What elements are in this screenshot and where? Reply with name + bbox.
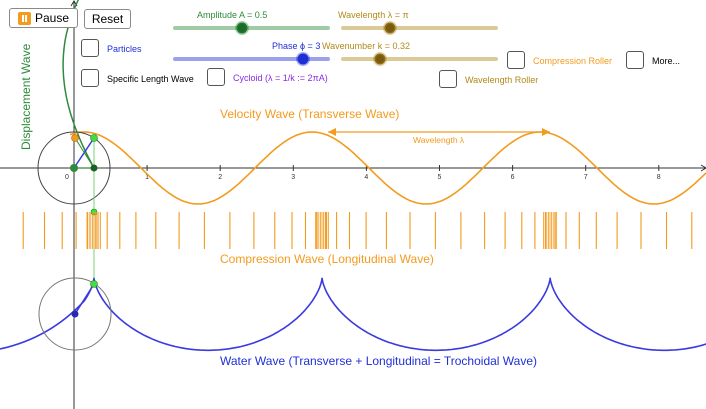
displacement-axis-label: Displacement Wave [19,43,33,150]
x-tick-label: 7 [584,174,588,181]
wavelength-marker-left-arrowhead [328,128,336,136]
amplitude-slider-label: Amplitude A = 0.5 [197,10,268,20]
pause-button-label: Pause [34,11,70,25]
green-point-top[interactable] [90,134,98,142]
x-tick-label: 1 [145,174,149,181]
x-tick-label: 0 [65,174,69,181]
x-tick-label: 4 [364,174,368,181]
compression-roller-label: Compression Roller [533,56,613,66]
radius-vector-bottom [74,283,95,315]
cycloid-checkbox[interactable] [207,68,225,86]
wavenumber-slider-label: Wavenumber k = 0.32 [322,41,410,51]
more-checkbox[interactable] [626,51,644,69]
reset-button-label: Reset [91,12,124,26]
specific-length-wave-checkbox[interactable] [81,69,99,87]
particles-checkbox[interactable] [81,39,99,57]
x-tick-label: 5 [438,174,442,181]
amplitude-slider[interactable] [173,21,330,35]
compression-wave [22,212,693,249]
x-axis-ticks: 0 1 2 3 4 5 6 7 8 [65,165,661,181]
reset-button[interactable]: Reset [84,9,131,29]
projection-point[interactable] [90,164,98,172]
x-tick-label: 2 [218,174,222,181]
wavelength-slider-knob[interactable] [383,21,397,35]
rolling-circle-bottom [38,277,112,351]
amplitude-slider-knob[interactable] [235,21,249,35]
x-tick-label: 8 [657,174,661,181]
phase-slider-knob[interactable] [296,52,310,66]
x-tick-label: 6 [511,174,515,181]
velocity-wave-label: Velocity Wave (Transverse Wave) [220,107,399,121]
wavelength-slider[interactable] [341,21,498,35]
wavenumber-slider[interactable] [341,52,498,66]
pause-button[interactable]: Pause [9,8,78,28]
phase-slider-label: Phase ϕ = 3 [272,41,321,51]
orange-point[interactable] [71,134,79,142]
orange-chord [74,137,95,169]
center-point-bottom[interactable] [71,310,79,318]
phase-slider[interactable] [173,52,330,66]
more-checkbox-label: More... [652,56,681,66]
center-point-top[interactable] [70,164,78,172]
velocity-wave-curve [69,131,706,205]
compression-wave-label: Compression Wave (Longitudinal Wave) [220,252,434,266]
wavelength-marker-label: Wavelength λ [413,135,465,145]
x-axis-arrow [700,164,706,172]
specific-length-wave-label: Specific Length Wave [107,74,194,84]
wavelength-roller-checkbox[interactable] [439,70,457,88]
wavelength-roller-label: Wavelength Roller [465,75,539,85]
wavenumber-slider-knob[interactable] [373,52,387,66]
cycloid-checkbox-label: Cycloid (λ = 1/k := 2πA) [233,73,328,83]
pause-icon [17,11,31,25]
x-tick-label: 3 [291,174,295,181]
particles-checkbox-label: Particles [107,44,142,54]
phase-circle-top [37,131,111,205]
water-wave-label: Water Wave (Transverse + Longitudinal = … [220,354,537,368]
wavelength-slider-label: Wavelength λ = π [338,10,409,20]
green-point-bottom[interactable] [90,280,98,288]
wavelength-marker-right-arrowhead [542,128,550,136]
compression-roller-checkbox[interactable] [507,51,525,69]
water-wave-curve [0,277,706,352]
